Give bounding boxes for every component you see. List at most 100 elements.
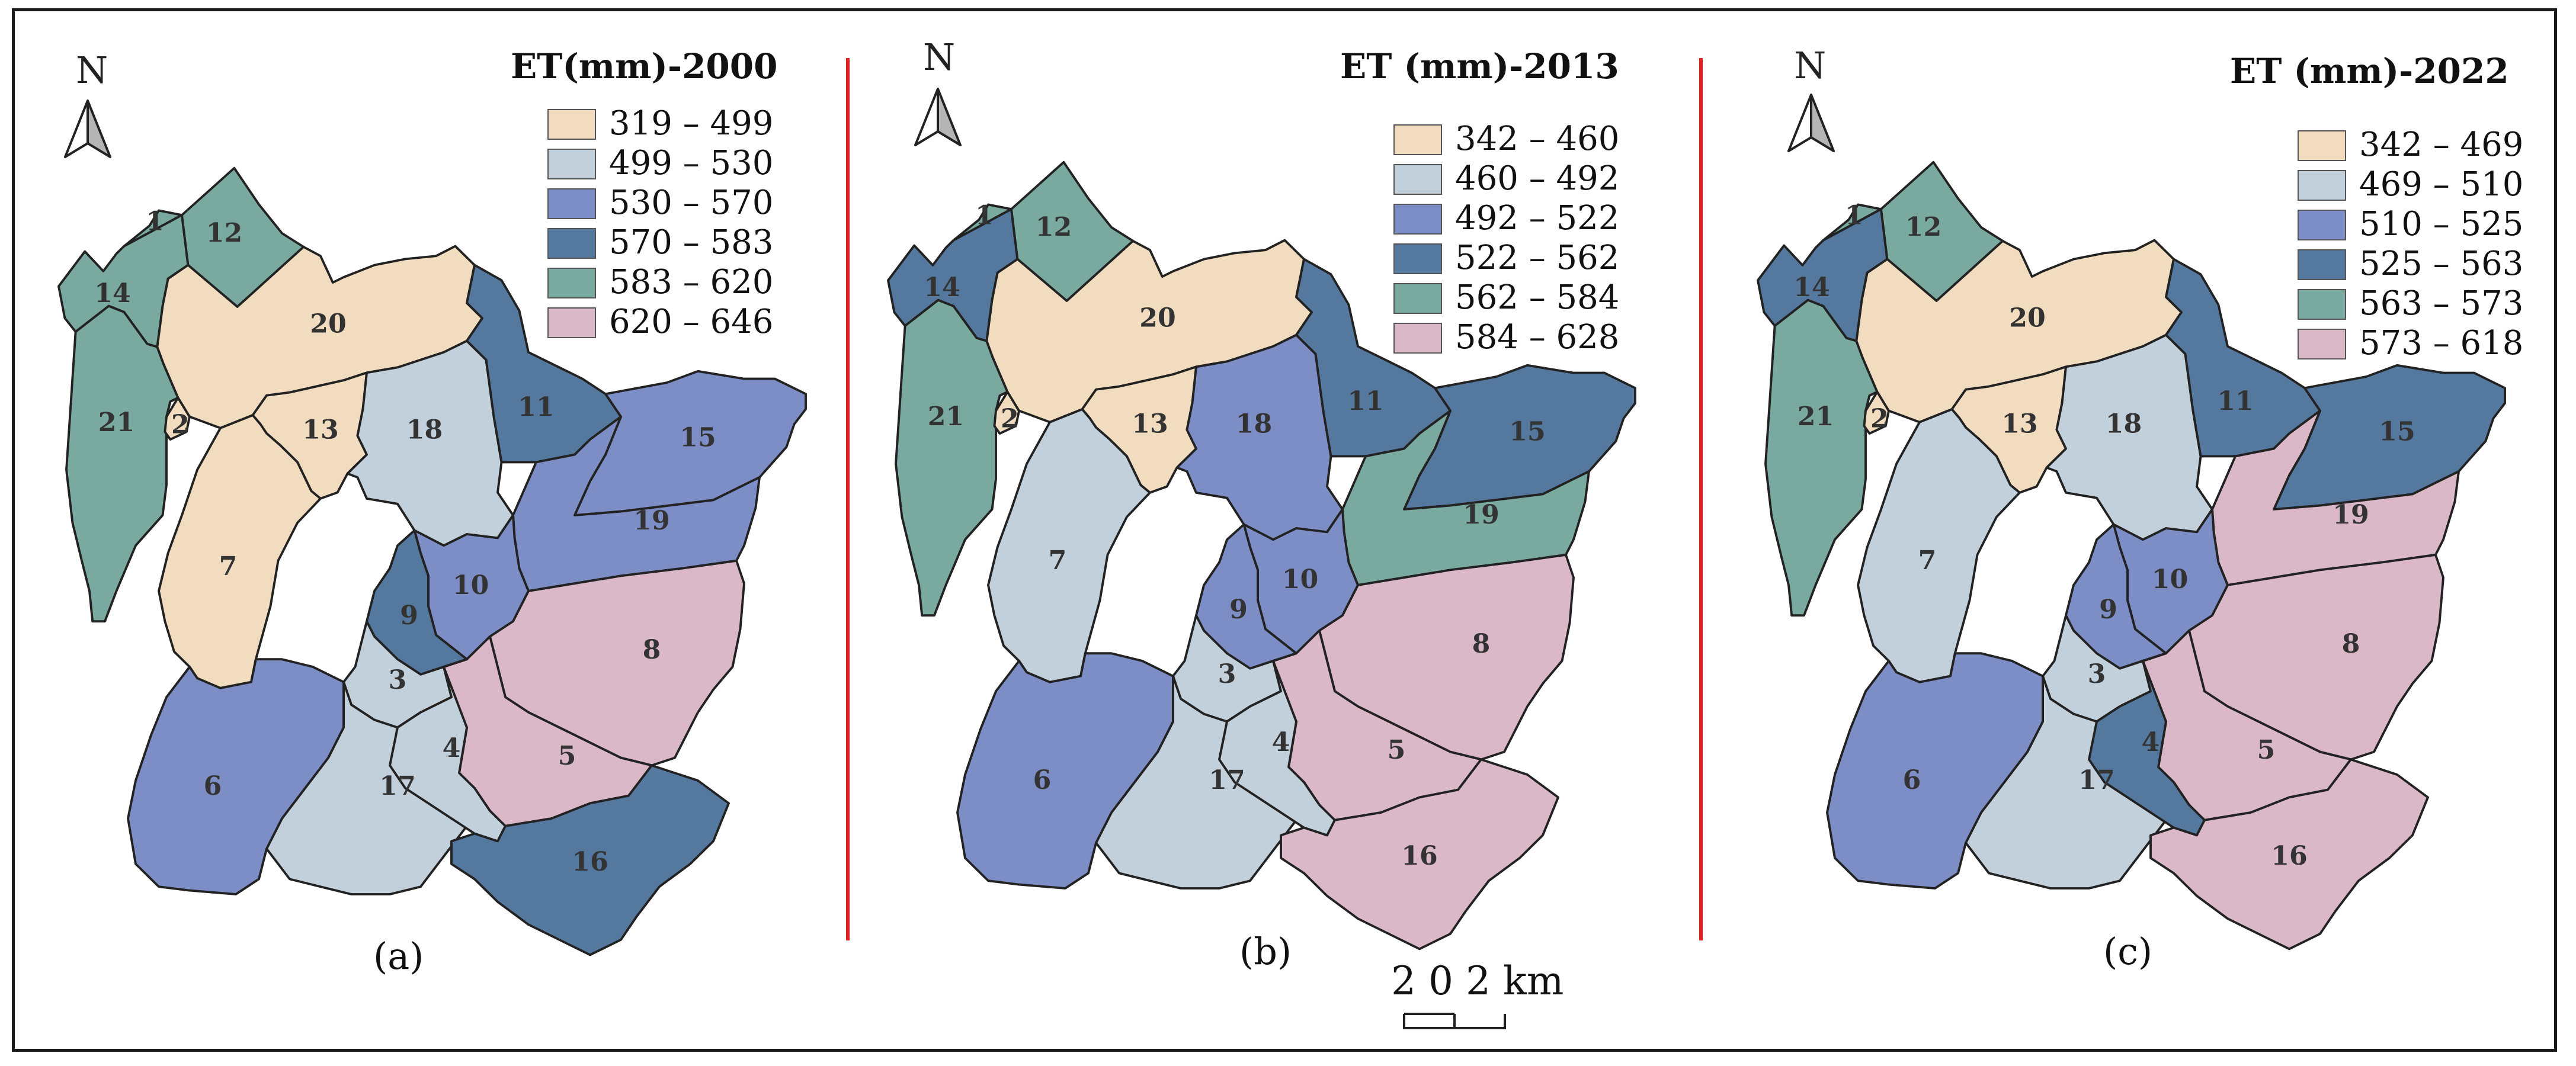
legend-swatch (2298, 329, 2346, 359)
figure-frame (12, 8, 2557, 1052)
subbasin-label-6: 6 (204, 772, 222, 802)
subbasin-1 (1822, 203, 1882, 242)
subbasin-label-4: 4 (1272, 728, 1290, 758)
legend-swatch (2298, 289, 2346, 320)
subbasin-label-19: 19 (1463, 500, 1500, 531)
subbasin-label-15: 15 (680, 423, 716, 453)
legend-label: 583 – 620 (609, 263, 774, 301)
subbasin-label-12: 12 (1036, 212, 1072, 242)
legend-label: 562 – 584 (1455, 278, 1620, 317)
subbasin-label-3: 3 (389, 665, 407, 695)
subbasin-label-19: 19 (2333, 500, 2369, 531)
legend-label: 319 – 499 (609, 104, 774, 143)
subbasin-21 (65, 304, 180, 623)
subbasin-label-15: 15 (1509, 417, 1546, 447)
subbasin-label-21: 21 (928, 402, 965, 432)
subbasin-label-21: 21 (1798, 402, 1834, 432)
panel-label-b: (b) (1239, 930, 1292, 973)
panel-divider-1 (846, 58, 850, 940)
subbasin-label-15: 15 (2379, 417, 2415, 447)
subbasin-label-18: 18 (2106, 409, 2142, 439)
north-letter-b: N (923, 36, 956, 79)
subbasin-label-2: 2 (171, 410, 190, 440)
legend-title-a: ET(mm)-2000 (511, 46, 778, 86)
subbasin-label-5: 5 (1388, 735, 1406, 765)
legend-swatch (1393, 283, 1442, 314)
legend-swatch (547, 188, 596, 219)
subbasin-16 (1280, 758, 1559, 951)
scale-bar-graphic (1403, 1013, 1506, 1029)
subbasin-label-16: 16 (572, 847, 608, 878)
legend-swatch (547, 149, 596, 179)
subbasin-4 (2088, 652, 2206, 837)
subbasin-4 (389, 658, 507, 843)
subbasin-label-1: 1 (975, 201, 994, 231)
legend-label: 499 – 530 (609, 144, 774, 182)
subbasin-label-18: 18 (1236, 409, 1273, 439)
subbasin-label-8: 8 (2342, 629, 2360, 659)
legend-label: 584 – 628 (1455, 318, 1620, 357)
subbasin-6 (127, 658, 345, 895)
subbasin-label-8: 8 (1472, 629, 1491, 659)
legend-label: 525 – 563 (2359, 245, 2524, 283)
legend-swatch (547, 307, 596, 338)
subbasin-label-8: 8 (643, 635, 661, 665)
legend-swatch (2298, 210, 2346, 240)
subbasin-label-17: 17 (1209, 766, 1245, 796)
subbasin-label-4: 4 (443, 734, 461, 764)
subbasin-6 (1826, 652, 2044, 890)
subbasin-21 (1764, 298, 1879, 617)
subbasin-label-10: 10 (2152, 564, 2189, 595)
subbasin-label-11: 11 (518, 393, 555, 423)
subbasin-label-20: 20 (310, 309, 347, 339)
legend-label: 342 – 460 (1455, 120, 1620, 158)
subbasin-label-12: 12 (1905, 212, 1942, 242)
subbasin-label-7: 7 (1918, 545, 1937, 576)
scale-bar-label: 2 0 2 km (1391, 958, 1564, 1004)
legend-swatch (2298, 249, 2346, 280)
legend-label: 342 – 469 (2359, 126, 2524, 164)
legend-label: 573 – 618 (2359, 324, 2524, 362)
legend-swatch (1393, 323, 1442, 354)
subbasin-1 (123, 209, 183, 248)
subbasin-label-2: 2 (1001, 404, 1019, 434)
legend-label: 563 – 573 (2359, 284, 2524, 323)
subbasin-label-3: 3 (2088, 659, 2106, 689)
subbasin-label-10: 10 (453, 570, 489, 601)
legend-swatch (1393, 204, 1442, 235)
legend-title-c: ET (mm)-2022 (2230, 51, 2509, 91)
legend-swatch (547, 109, 596, 140)
subbasin-label-19: 19 (633, 506, 670, 537)
subbasin-label-13: 13 (2001, 409, 2038, 439)
subbasin-label-1: 1 (1845, 201, 1863, 231)
legend-title-b: ET (mm)-2013 (1340, 46, 1619, 86)
north-letter-c: N (1794, 44, 1827, 87)
subbasin-label-16: 16 (2271, 842, 2308, 872)
subbasin-label-1: 1 (146, 207, 164, 237)
legend-swatch (547, 268, 596, 298)
subbasin-label-7: 7 (219, 551, 238, 582)
subbasin-label-6: 6 (1033, 766, 1052, 796)
legend-swatch (2298, 170, 2346, 201)
subbasin-label-12: 12 (206, 218, 243, 248)
legend-swatch (2298, 130, 2346, 161)
subbasin-label-9: 9 (2099, 595, 2117, 625)
subbasin-label-4: 4 (2142, 728, 2160, 758)
subbasin-4 (1218, 652, 1336, 837)
subbasin-label-20: 20 (1139, 303, 1176, 333)
legend-label: 492 – 522 (1455, 199, 1620, 237)
subbasin-label-16: 16 (1401, 842, 1438, 872)
subbasin-label-7: 7 (1049, 545, 1067, 576)
subbasin-16 (450, 764, 730, 956)
north-arrow-icon (64, 99, 111, 158)
legend-label: 522 – 562 (1455, 239, 1620, 277)
subbasin-label-11: 11 (2217, 387, 2254, 417)
subbasin-label-14: 14 (1793, 273, 1830, 303)
subbasin-label-2: 2 (1870, 404, 1889, 434)
subbasin-label-13: 13 (302, 415, 339, 445)
legend-swatch (1393, 124, 1442, 155)
